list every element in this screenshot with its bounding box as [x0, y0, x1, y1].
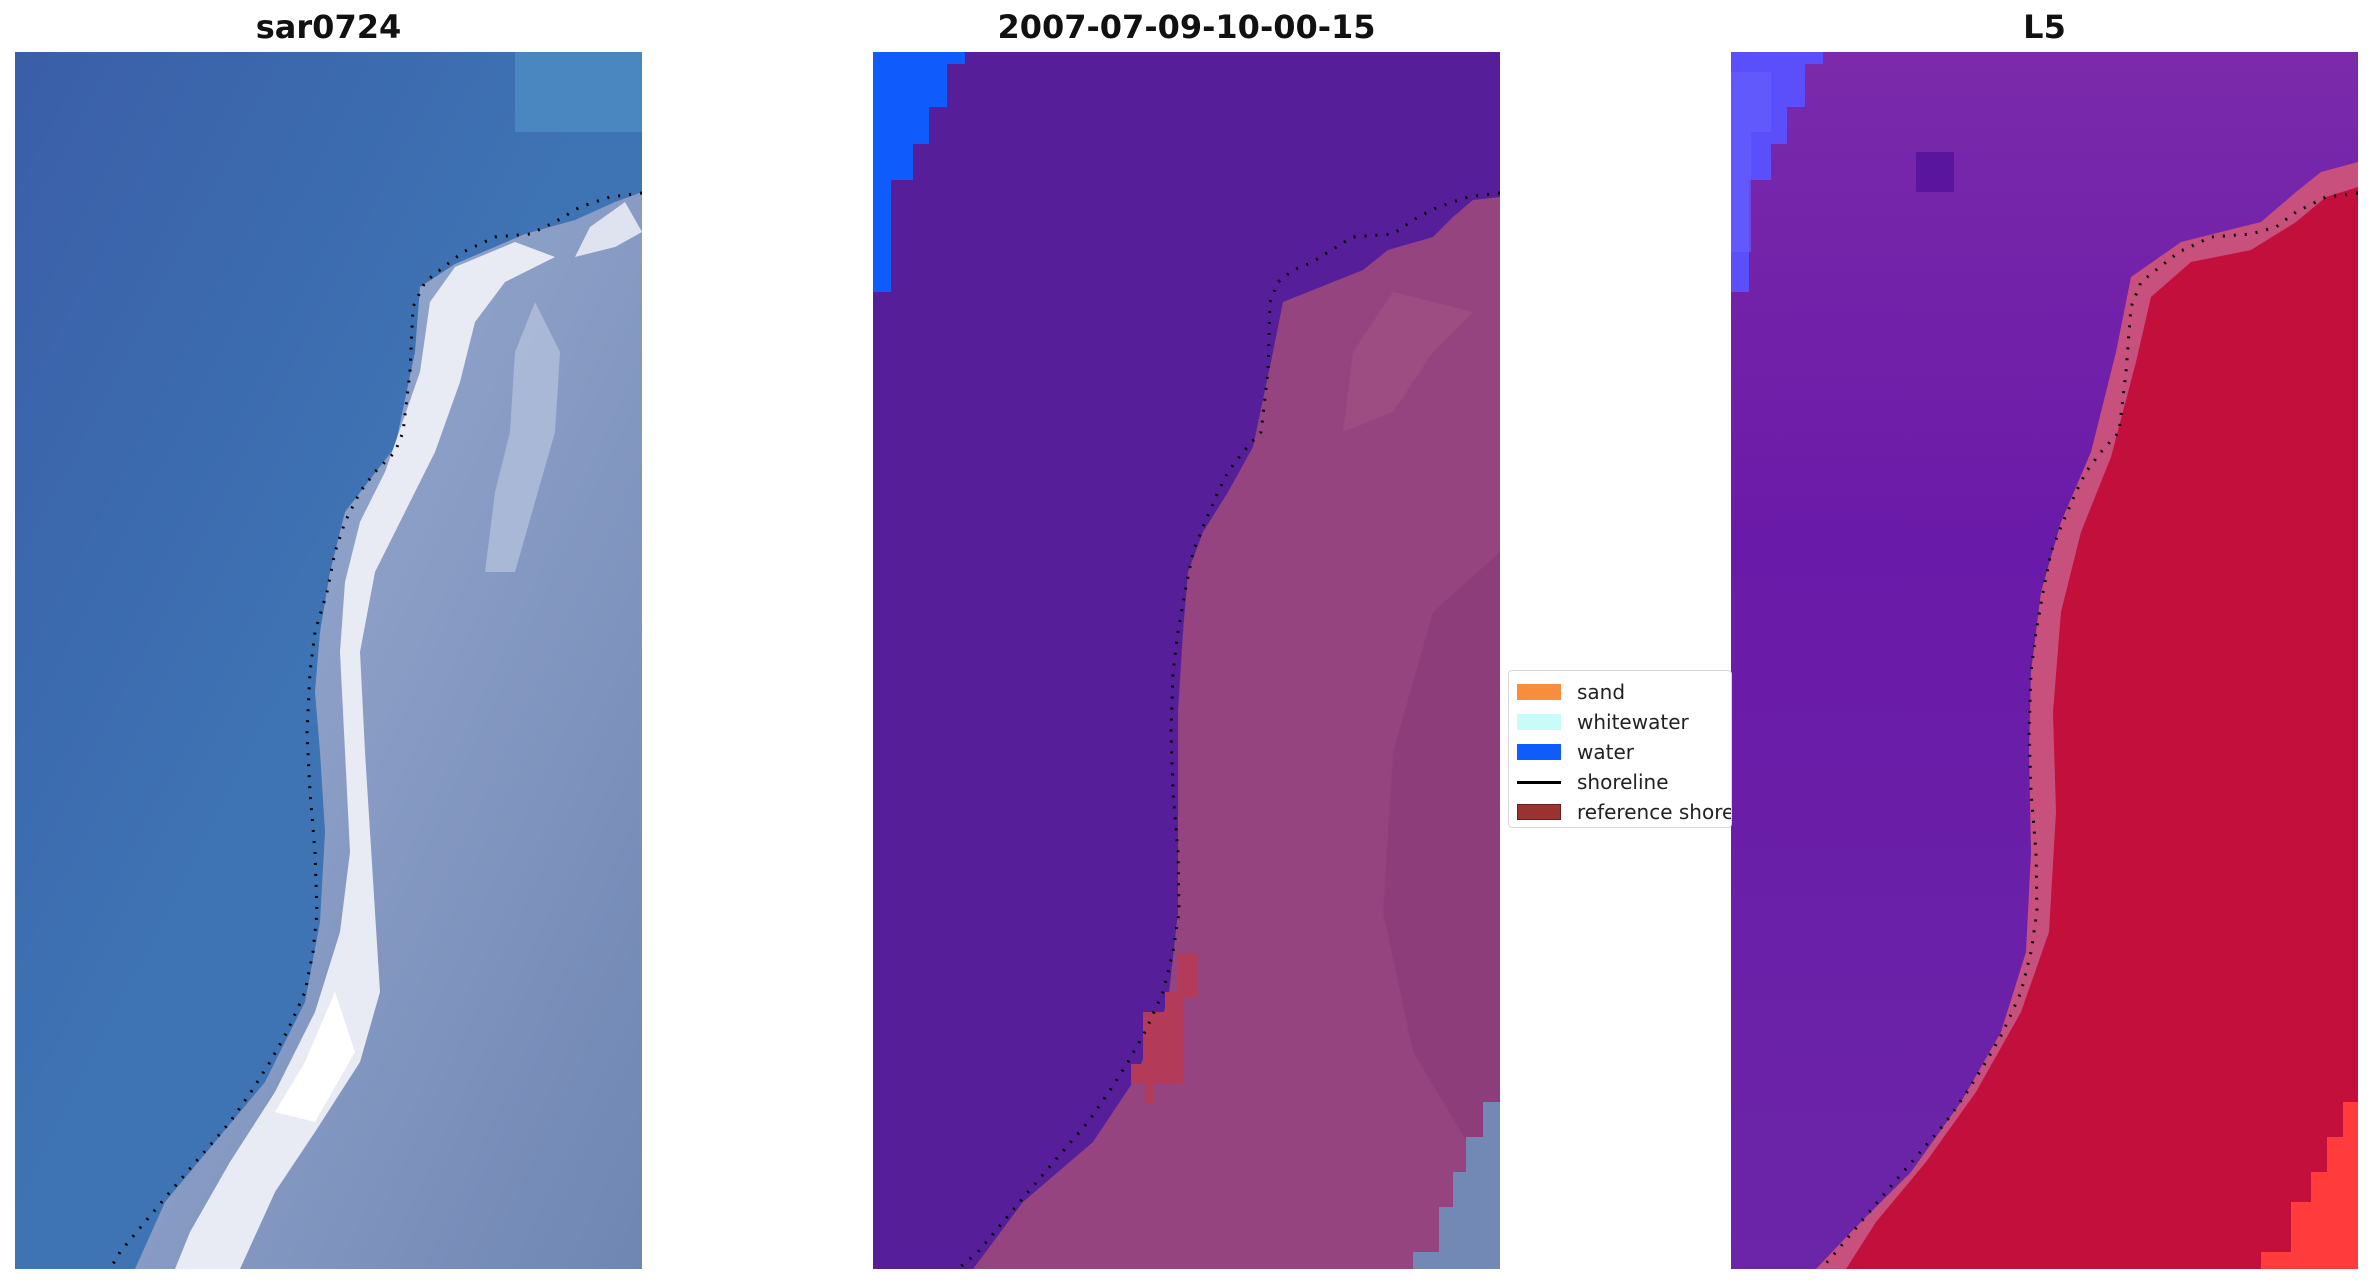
classification-image	[873, 52, 1500, 1269]
reference-shoreline-swatch	[1517, 804, 1561, 820]
legend-label: shoreline	[1577, 770, 1669, 794]
legend-label: whitewater	[1577, 710, 1689, 734]
panel-l5: L5	[1731, 0, 2358, 1283]
panel-title: sar0724	[255, 8, 402, 46]
legend-label: sand	[1577, 680, 1626, 704]
shoreline-line-icon	[1517, 780, 1561, 784]
legend-label: reference shoreline	[1577, 800, 1731, 824]
index-image	[1731, 52, 2358, 1269]
legend-item-whitewater: whitewater	[1517, 707, 1731, 737]
legend: sand whitewater water shoreline referenc…	[1508, 670, 1732, 828]
legend-item-shoreline: shoreline	[1517, 767, 1731, 797]
water-swatch	[1517, 744, 1561, 760]
panel-sar0724: sar0724	[15, 0, 642, 1283]
rgb-image	[15, 52, 642, 1269]
legend-item-water: water	[1517, 737, 1731, 767]
whitewater-swatch	[1517, 714, 1561, 730]
legend-item-sand: sand	[1517, 677, 1731, 707]
legend-label: water	[1577, 740, 1634, 764]
sand-swatch	[1517, 684, 1561, 700]
panel-title: 2007-07-09-10-00-15	[997, 8, 1376, 46]
panel-classification: 2007-07-09-10-00-15	[873, 0, 1500, 1283]
panel-title: L5	[2023, 8, 2066, 46]
legend-item-reference-shoreline: reference shoreline	[1517, 797, 1731, 827]
